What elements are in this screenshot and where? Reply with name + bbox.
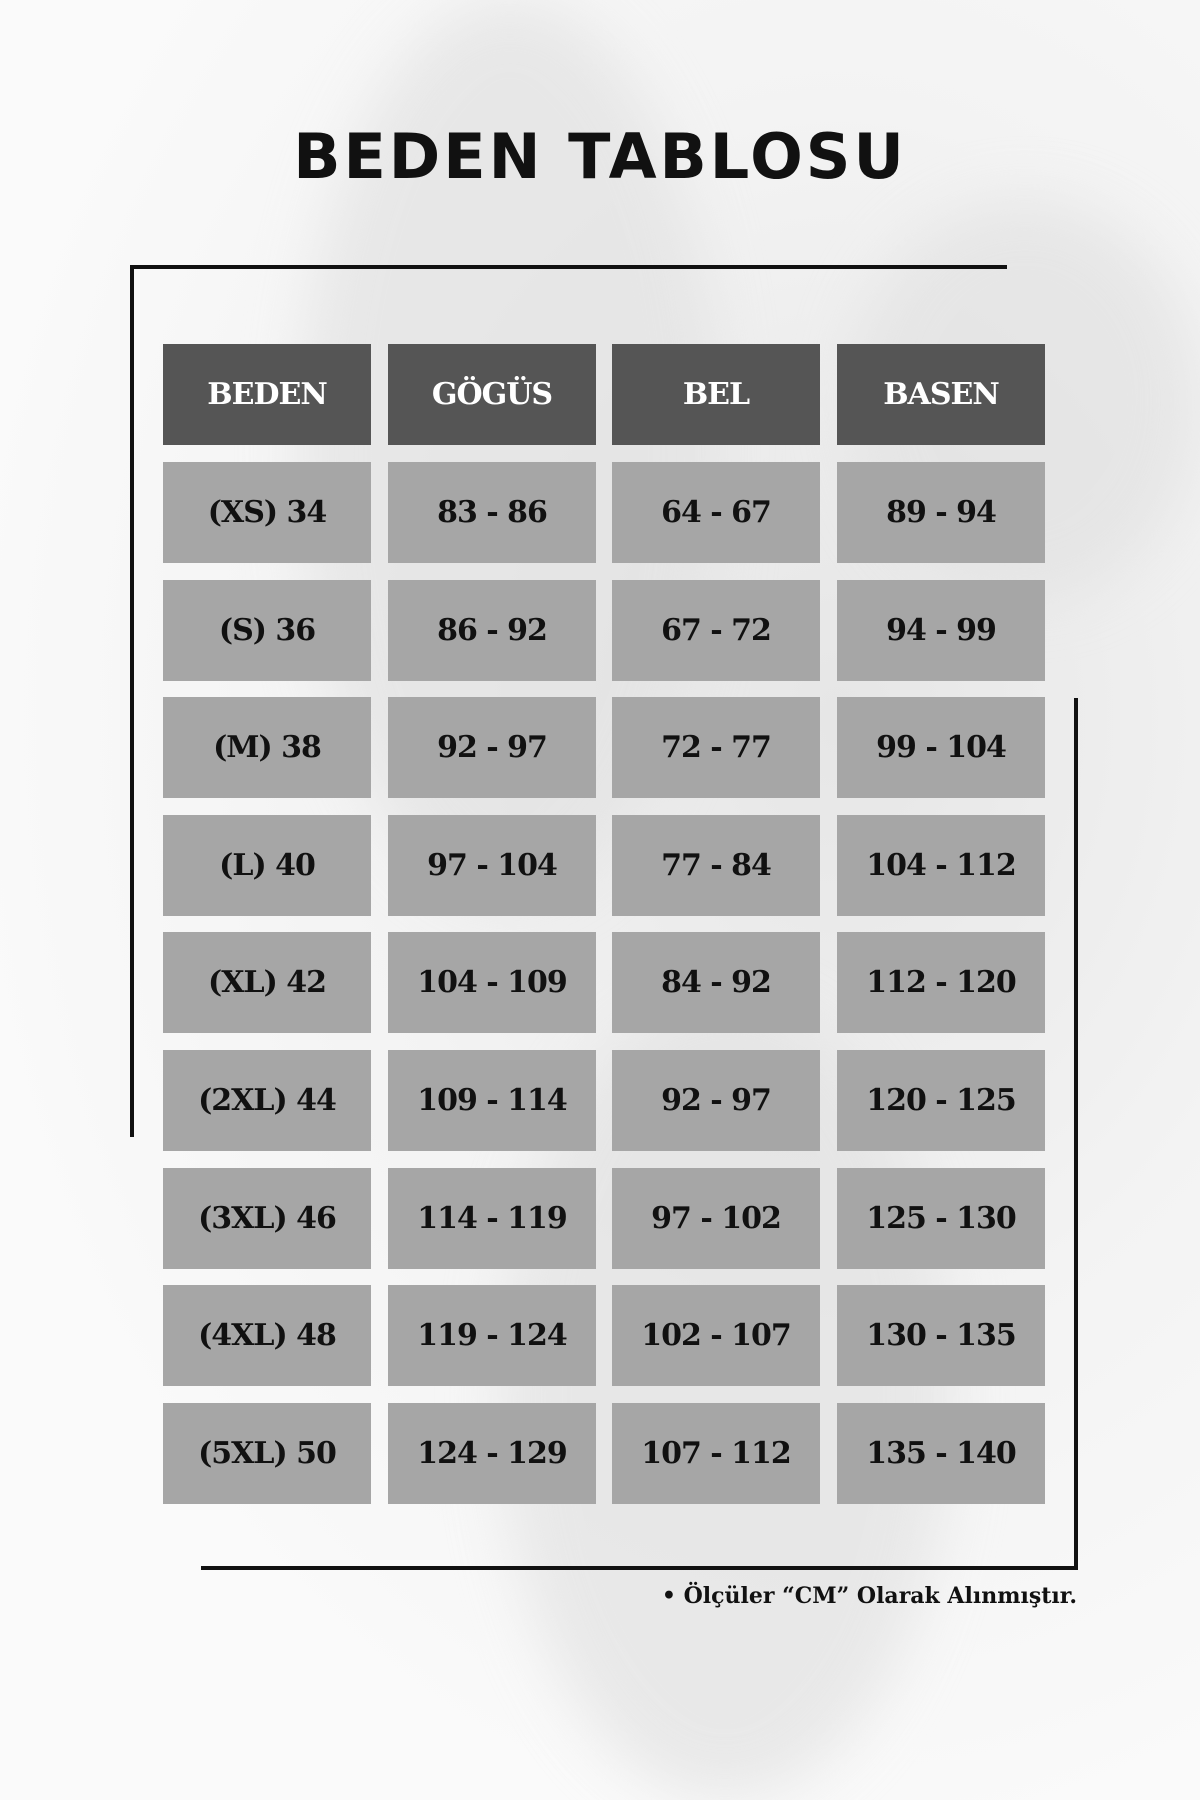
page-title: BEDEN TABLOSU [293,120,907,193]
frame-left-line [130,265,134,1137]
table-cell-waist: 97 - 102 [612,1167,820,1269]
table-cell-size: (4XL) 48 [163,1285,371,1387]
table-cell-size: (S) 36 [163,579,371,681]
table-cell-chest: 119 - 124 [388,1285,596,1387]
table-cell-hip: 112 - 120 [837,932,1045,1034]
column-header-waist: BEL [612,344,820,445]
table-cell-size: (5XL) 50 [163,1402,371,1504]
table-cell-waist: 67 - 72 [612,579,820,681]
table-cell-size: (2XL) 44 [163,1050,371,1151]
table-cell-chest: 97 - 104 [388,814,596,916]
frame-top-line [134,265,1007,269]
table-cell-hip: 125 - 130 [837,1167,1045,1269]
table-cell-waist: 77 - 84 [612,814,820,916]
table-cell-hip: 120 - 125 [837,1050,1045,1151]
table-cell-chest: 104 - 109 [388,932,596,1034]
table-cell-waist: 92 - 97 [612,1050,820,1151]
frame-bottom-line [201,1566,1078,1570]
table-cell-size: (M) 38 [163,697,371,799]
table-cell-hip: 135 - 140 [837,1402,1045,1504]
table-cell-chest: 114 - 119 [388,1167,596,1269]
column-header-chest: GÖGÜS [388,344,596,445]
table-cell-waist: 102 - 107 [612,1285,820,1387]
table-cell-hip: 94 - 99 [837,579,1045,681]
table-cell-chest: 109 - 114 [388,1050,596,1151]
table-cell-waist: 72 - 77 [612,697,820,799]
column-header-size: BEDEN [163,344,371,445]
table-cell-waist: 64 - 67 [612,462,820,563]
table-cell-size: (L) 40 [163,814,371,916]
table-cell-waist: 84 - 92 [612,932,820,1034]
table-cell-chest: 83 - 86 [388,462,596,563]
frame-right-line [1074,698,1078,1570]
footnote: • Ölçüler “CM” Olarak Alınmıştır. [661,1583,1077,1609]
table-cell-hip: 89 - 94 [837,462,1045,563]
table-cell-chest: 92 - 97 [388,697,596,799]
table-cell-size: (XS) 34 [163,462,371,563]
table-cell-hip: 99 - 104 [837,697,1045,799]
table-cell-hip: 130 - 135 [837,1285,1045,1387]
table-cell-hip: 104 - 112 [837,814,1045,916]
table-cell-waist: 107 - 112 [612,1402,820,1504]
column-header-hip: BASEN [837,344,1045,445]
table-cell-chest: 86 - 92 [388,579,596,681]
table-cell-chest: 124 - 129 [388,1402,596,1504]
table-cell-size: (XL) 42 [163,932,371,1034]
table-cell-size: (3XL) 46 [163,1167,371,1269]
